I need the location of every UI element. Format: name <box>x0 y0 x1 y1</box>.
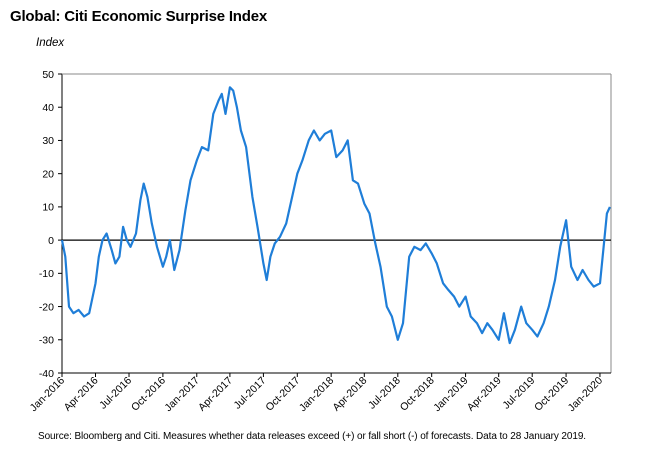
x-tick-label: Apr-2016 <box>62 375 101 414</box>
x-tick-label: Jan-2019 <box>431 375 471 415</box>
y-tick-label: 0 <box>48 235 54 247</box>
y-axis-label: Index <box>36 37 65 49</box>
source-note: Source: Bloomberg and Citi. Measures whe… <box>38 431 586 442</box>
y-tick-label: 40 <box>42 102 54 114</box>
x-tick-label: Oct-2019 <box>532 375 571 414</box>
y-tick-labels: 50 40 30 20 10 0 -10 -20 -30 -40 <box>39 69 54 380</box>
x-tick-label: Jan-2017 <box>162 375 202 415</box>
y-tick-label: -30 <box>39 335 54 347</box>
y-tick-label: -40 <box>39 368 54 380</box>
x-tick-label: Apr-2019 <box>465 375 504 414</box>
x-tick-label: Apr-2017 <box>196 375 235 414</box>
x-tick-label: Jan-2016 <box>28 375 68 415</box>
y-tick-label: 10 <box>42 202 54 214</box>
axes <box>58 73 612 377</box>
x-tick-labels: Jan-2016Apr-2016Jul-2016Oct-2016Jan-2017… <box>28 375 606 415</box>
series-line <box>60 86 611 345</box>
x-tick-label: Apr-2018 <box>330 375 369 414</box>
y-tick-label: -10 <box>39 268 54 280</box>
x-tick-label: Oct-2016 <box>129 375 168 414</box>
x-tick-label: Oct-2017 <box>263 375 302 414</box>
x-tick-label: Oct-2018 <box>398 375 437 414</box>
y-tick-label: 50 <box>42 69 54 81</box>
chart-title: Global: Citi Economic Surprise Index <box>10 8 268 25</box>
y-tick-label: 30 <box>42 135 54 147</box>
y-tick-label: 20 <box>42 168 54 180</box>
y-tick-label: -20 <box>39 301 54 313</box>
x-tick-label: Jan-2018 <box>297 375 337 415</box>
x-tick-label: Jan-2020 <box>566 375 606 415</box>
